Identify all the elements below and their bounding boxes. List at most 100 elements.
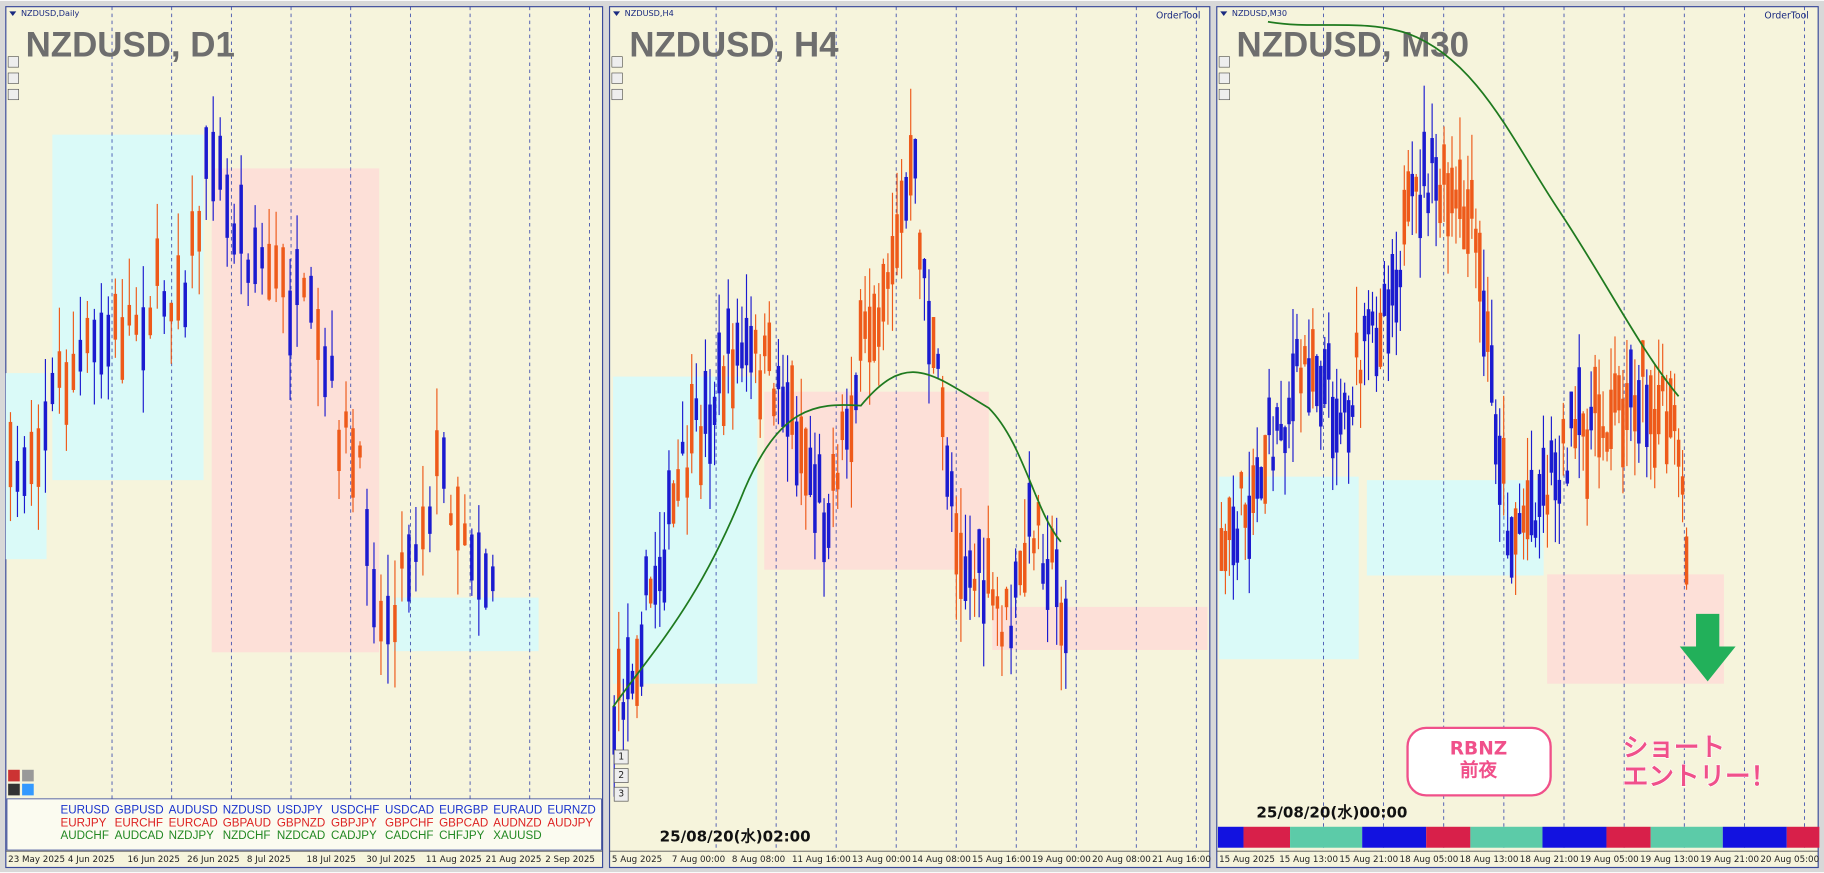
candle-body xyxy=(680,441,685,454)
moving-average xyxy=(612,371,1062,708)
candle-body xyxy=(169,302,173,322)
pair-link[interactable]: EURJPY xyxy=(60,816,106,829)
pair-link[interactable]: NZDCHF xyxy=(223,829,271,842)
period-button[interactable] xyxy=(613,786,629,802)
period-button[interactable] xyxy=(613,768,629,783)
pair-link[interactable]: XAUUSD xyxy=(493,829,541,842)
pair-link[interactable]: EURGBP xyxy=(439,804,488,817)
candle-body xyxy=(708,404,712,464)
pair-link[interactable]: EURUSD xyxy=(60,804,109,817)
pair-link[interactable]: CADCHF xyxy=(385,829,433,842)
candle-body xyxy=(484,553,488,608)
pair-link[interactable]: GBPCAD xyxy=(439,816,488,829)
candle-body xyxy=(886,272,890,289)
candle-body xyxy=(895,214,899,268)
candle-body xyxy=(414,544,418,562)
pair-link[interactable]: EURCAD xyxy=(169,816,218,829)
scale-button[interactable] xyxy=(1218,56,1230,68)
scale-button[interactable] xyxy=(611,56,623,68)
pair-link[interactable]: AUDUSD xyxy=(169,804,218,817)
pair-link[interactable]: CHFJPY xyxy=(439,829,484,842)
pair-link[interactable]: GBPAUD xyxy=(223,816,271,829)
candle-body xyxy=(904,176,908,221)
pair-link[interactable]: EURCHF xyxy=(115,816,163,829)
candle-body xyxy=(950,471,954,507)
pair-link[interactable]: GBPJPY xyxy=(331,816,377,829)
candle-body xyxy=(1561,419,1566,444)
candle-body xyxy=(1680,476,1685,495)
date-label: 15 Aug 13:00 xyxy=(1279,855,1338,865)
candle-body xyxy=(1633,395,1637,432)
order-tool[interactable]: OrderTool xyxy=(1156,10,1200,21)
timestamp: 25/08/20(水)00:00 xyxy=(1256,803,1407,821)
candle-body xyxy=(1430,138,1434,164)
pair-link[interactable]: GBPNZD xyxy=(277,816,325,829)
pair-link[interactable]: CADJPY xyxy=(331,829,377,842)
pair-link[interactable]: USDJPY xyxy=(277,804,323,817)
date-label: 4 Jun 2025 xyxy=(68,855,115,865)
candle-body xyxy=(176,255,180,321)
candle-body xyxy=(1529,469,1534,536)
pair-link[interactable]: GBPCHF xyxy=(385,816,433,829)
candle-body xyxy=(330,355,334,381)
order-tool[interactable]: OrderTool xyxy=(1764,10,1808,21)
pair-link[interactable]: AUDJPY xyxy=(547,816,593,829)
candle-body xyxy=(699,426,703,486)
candle-body xyxy=(344,411,348,428)
candle-body xyxy=(1231,506,1236,566)
pair-link[interactable]: NZDJPY xyxy=(169,829,214,842)
scale-button[interactable] xyxy=(611,72,623,84)
pair-link[interactable]: USDCAD xyxy=(385,804,434,817)
candle-body xyxy=(712,396,717,426)
candle-body xyxy=(57,351,62,388)
candle-body xyxy=(120,317,125,380)
scale-button[interactable] xyxy=(1218,88,1230,101)
pair-link[interactable]: USDCHF xyxy=(331,804,379,817)
candle-body xyxy=(1251,465,1255,513)
candle-body xyxy=(1041,563,1045,584)
candle-body xyxy=(804,428,808,496)
candle-body xyxy=(1486,311,1490,352)
pair-link[interactable]: AUDCHF xyxy=(60,829,108,842)
scale-button[interactable] xyxy=(7,72,19,84)
candle-body xyxy=(106,314,111,367)
tool-button[interactable] xyxy=(8,783,20,796)
session-bar xyxy=(1243,826,1291,848)
scale-button[interactable] xyxy=(7,88,19,101)
pair-link[interactable]: EURNZD xyxy=(547,804,595,817)
candle-body xyxy=(1346,400,1351,453)
tool-button[interactable] xyxy=(22,783,34,796)
candle-body xyxy=(840,411,845,441)
candle-body xyxy=(1490,345,1494,403)
candle-body xyxy=(491,566,495,592)
candle-body xyxy=(1000,631,1004,647)
scale-button[interactable] xyxy=(7,56,19,68)
candle-body xyxy=(817,454,822,503)
pair-link[interactable]: AUDCAD xyxy=(115,829,164,842)
candle-body xyxy=(945,445,949,497)
tool-button[interactable] xyxy=(8,769,20,782)
candle-body xyxy=(1605,432,1609,452)
pair-link[interactable]: NZDUSD xyxy=(223,804,271,817)
candle-body xyxy=(323,346,327,398)
window-title: NZDUSD,Daily xyxy=(21,8,80,18)
tool-button[interactable] xyxy=(22,769,34,782)
pair-link[interactable]: NZDCAD xyxy=(277,829,325,842)
candle-body xyxy=(1275,407,1279,431)
session-bar xyxy=(1606,826,1651,848)
candle-body xyxy=(1414,176,1418,192)
date-label: 11 Aug 2025 xyxy=(426,855,482,865)
candle-body xyxy=(936,353,940,369)
candle-body xyxy=(1537,474,1542,517)
candle-body xyxy=(8,421,13,488)
scale-button[interactable] xyxy=(1218,72,1230,84)
period-button[interactable] xyxy=(613,749,629,765)
scale-button[interactable] xyxy=(611,88,623,101)
pair-link[interactable]: EURAUD xyxy=(493,804,542,817)
candle-body xyxy=(1059,602,1064,646)
pair-link[interactable]: AUDNZD xyxy=(493,816,541,829)
candle-body xyxy=(1589,406,1593,431)
candle-body xyxy=(1442,144,1446,185)
pair-link[interactable]: GBPUSD xyxy=(115,804,164,817)
